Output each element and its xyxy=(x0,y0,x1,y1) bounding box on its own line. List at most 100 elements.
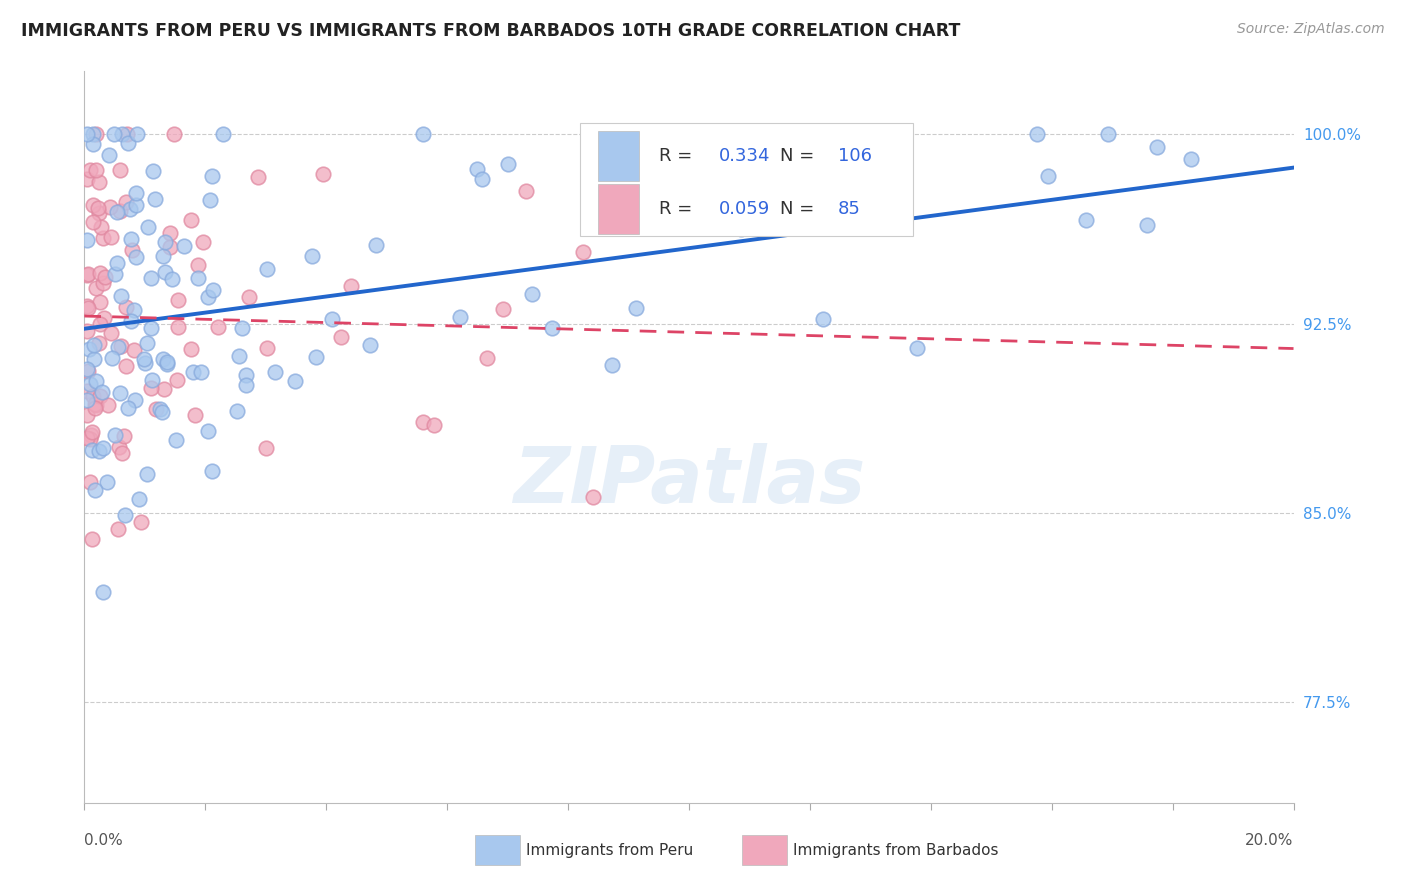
Point xyxy=(496,157,519,171)
Point xyxy=(77,364,100,378)
Point xyxy=(190,366,212,380)
Point xyxy=(115,300,138,314)
Point xyxy=(84,401,107,416)
Point xyxy=(97,147,120,161)
Point xyxy=(89,220,111,235)
Point xyxy=(104,428,127,442)
Text: 85: 85 xyxy=(838,200,860,218)
Point xyxy=(471,171,494,186)
Point xyxy=(96,475,118,490)
Point xyxy=(76,393,98,408)
Point xyxy=(117,401,139,416)
Point xyxy=(305,350,328,364)
Point xyxy=(254,441,277,455)
Point xyxy=(110,338,132,352)
Point xyxy=(76,172,98,186)
Point xyxy=(105,256,128,270)
Point xyxy=(187,270,209,285)
Text: N =: N = xyxy=(780,200,820,218)
Point xyxy=(166,373,188,387)
Point xyxy=(98,200,121,214)
Point xyxy=(118,202,141,216)
Point xyxy=(475,351,498,365)
Point xyxy=(122,343,145,358)
Point xyxy=(100,229,122,244)
Point xyxy=(91,441,114,455)
Point xyxy=(82,443,104,458)
Point xyxy=(186,258,208,272)
Point xyxy=(159,240,181,254)
Point xyxy=(141,373,163,387)
Point xyxy=(150,405,173,419)
Point xyxy=(134,356,156,370)
Point xyxy=(87,206,110,220)
Point xyxy=(312,167,335,181)
FancyBboxPatch shape xyxy=(599,131,640,181)
Point xyxy=(412,128,434,142)
Point xyxy=(94,269,117,284)
Point xyxy=(160,272,183,286)
Point xyxy=(89,295,111,310)
Point xyxy=(115,128,138,142)
Text: N =: N = xyxy=(780,147,820,165)
Point xyxy=(152,351,174,366)
Point xyxy=(84,398,107,412)
Point xyxy=(108,203,131,218)
Point xyxy=(156,355,179,369)
Point xyxy=(197,290,219,304)
Point xyxy=(231,321,253,335)
Point xyxy=(200,169,222,183)
Point xyxy=(114,508,136,523)
Point xyxy=(359,338,381,352)
Point xyxy=(112,429,135,443)
Point xyxy=(449,310,471,324)
Point xyxy=(83,337,105,351)
Point xyxy=(82,137,104,152)
Point xyxy=(541,321,564,335)
Point xyxy=(600,358,623,372)
Point xyxy=(423,418,446,433)
Point xyxy=(76,233,98,247)
Point xyxy=(180,342,202,356)
Point xyxy=(571,244,593,259)
Point xyxy=(129,516,152,530)
Point xyxy=(149,401,172,416)
Point xyxy=(76,431,98,445)
Point xyxy=(83,397,105,411)
Point xyxy=(79,376,101,391)
Point xyxy=(87,202,110,216)
Point xyxy=(235,378,257,392)
Point xyxy=(321,311,343,326)
Point xyxy=(128,492,150,507)
Point xyxy=(103,128,125,142)
Point xyxy=(76,384,98,398)
Point xyxy=(730,222,752,236)
Point xyxy=(82,215,104,229)
Point xyxy=(166,320,188,334)
Point xyxy=(100,326,122,341)
Point xyxy=(93,310,115,325)
Point xyxy=(86,374,108,388)
Point xyxy=(364,238,387,252)
Point xyxy=(238,290,260,304)
Point xyxy=(91,231,114,245)
Point xyxy=(104,267,127,281)
Text: 106: 106 xyxy=(838,147,872,165)
Point xyxy=(110,289,132,303)
Point xyxy=(82,389,104,403)
Point xyxy=(141,271,163,285)
Point xyxy=(89,388,111,402)
Text: 20.0%: 20.0% xyxy=(1246,833,1294,848)
Point xyxy=(492,301,515,316)
Point xyxy=(201,283,224,297)
Point xyxy=(159,226,181,240)
Point xyxy=(183,409,205,423)
Point xyxy=(235,368,257,383)
Point xyxy=(83,352,105,367)
Point xyxy=(582,490,605,504)
Point xyxy=(166,293,188,307)
Point xyxy=(1038,169,1060,184)
Point xyxy=(89,266,111,280)
Point xyxy=(80,533,103,547)
Point xyxy=(84,281,107,295)
